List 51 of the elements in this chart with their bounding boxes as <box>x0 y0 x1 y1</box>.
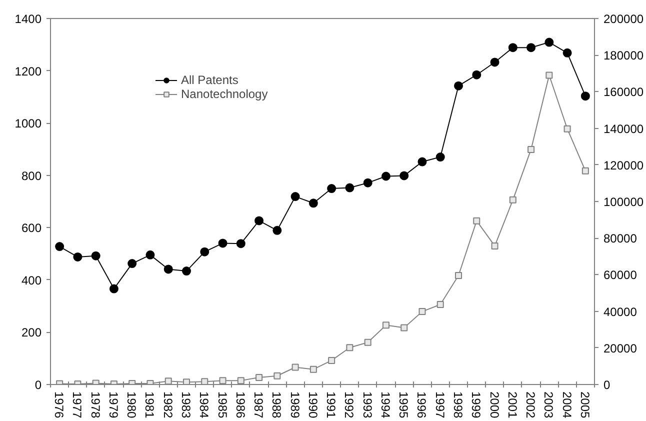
y-tick-label: 1000 <box>14 116 42 131</box>
x-tick-label: 2002 <box>524 392 538 419</box>
x-tick-label: 2004 <box>560 392 574 419</box>
x-tick-label: 2003 <box>542 392 556 419</box>
x-tick-label: 1995 <box>396 392 411 419</box>
y2-tick-label: 200000 <box>604 12 644 26</box>
y-tick-label: 1200 <box>14 64 42 78</box>
x-tick-label: 1986 <box>233 392 248 419</box>
x-tick-label: 1999 <box>469 392 484 419</box>
x-tick-label: 1984 <box>197 392 212 419</box>
y2-tick-label: 140000 <box>604 122 644 136</box>
y2-tick-label: 60000 <box>604 268 638 282</box>
x-tick-label: 1987 <box>252 392 266 419</box>
y2-tick-label: 100000 <box>604 195 644 209</box>
x-tick-label: 1990 <box>306 392 320 419</box>
y-tick-label: 1400 <box>14 12 42 26</box>
x-tick-label: 2001 <box>505 392 520 419</box>
y2-tick-label: 80000 <box>604 232 638 246</box>
x-tick-label: 1977 <box>70 392 84 419</box>
y2-tick-label: 40000 <box>604 304 638 319</box>
x-tick-label: 1985 <box>215 392 230 419</box>
y2-tick-label: 20000 <box>604 341 638 356</box>
y2-tick-label: 0 <box>604 378 610 392</box>
x-tick-label: 1980 <box>124 392 139 419</box>
x-tick-label: 1978 <box>88 392 102 419</box>
x-tick-label: 1976 <box>52 392 66 419</box>
y-tick-label: 600 <box>21 221 42 236</box>
y-tick-label: 800 <box>21 168 42 183</box>
x-tick-label: 1981 <box>142 392 157 419</box>
legend-label: All Patents <box>181 73 238 87</box>
x-tick-label: 1992 <box>342 392 356 419</box>
x-tick-label: 1994 <box>378 392 392 419</box>
x-tick-label: 1997 <box>432 392 447 419</box>
x-tick-label: 1982 <box>160 392 175 419</box>
x-tick-label: 1988 <box>270 392 284 419</box>
x-tick-label: 1998 <box>451 392 465 419</box>
y2-tick-label: 180000 <box>604 48 644 63</box>
x-tick-label: 1993 <box>360 392 374 419</box>
x-tick-label: 1991 <box>324 392 338 419</box>
x-tick-label: 1989 <box>288 392 302 419</box>
y2-tick-label: 120000 <box>604 158 644 172</box>
x-tick-label: 2005 <box>578 392 592 419</box>
x-tick-label: 1979 <box>106 392 120 419</box>
y-tick-label: 0 <box>34 378 42 392</box>
y2-tick-label: 160000 <box>604 85 644 100</box>
x-tick-label: 1983 <box>179 392 193 419</box>
x-tick-label: 2000 <box>487 392 502 419</box>
y-tick-label: 400 <box>21 273 42 288</box>
y-tick-label: 200 <box>21 326 42 340</box>
x-tick-label: 1996 <box>414 392 429 419</box>
legend-label: Nanotechnology <box>181 87 268 101</box>
